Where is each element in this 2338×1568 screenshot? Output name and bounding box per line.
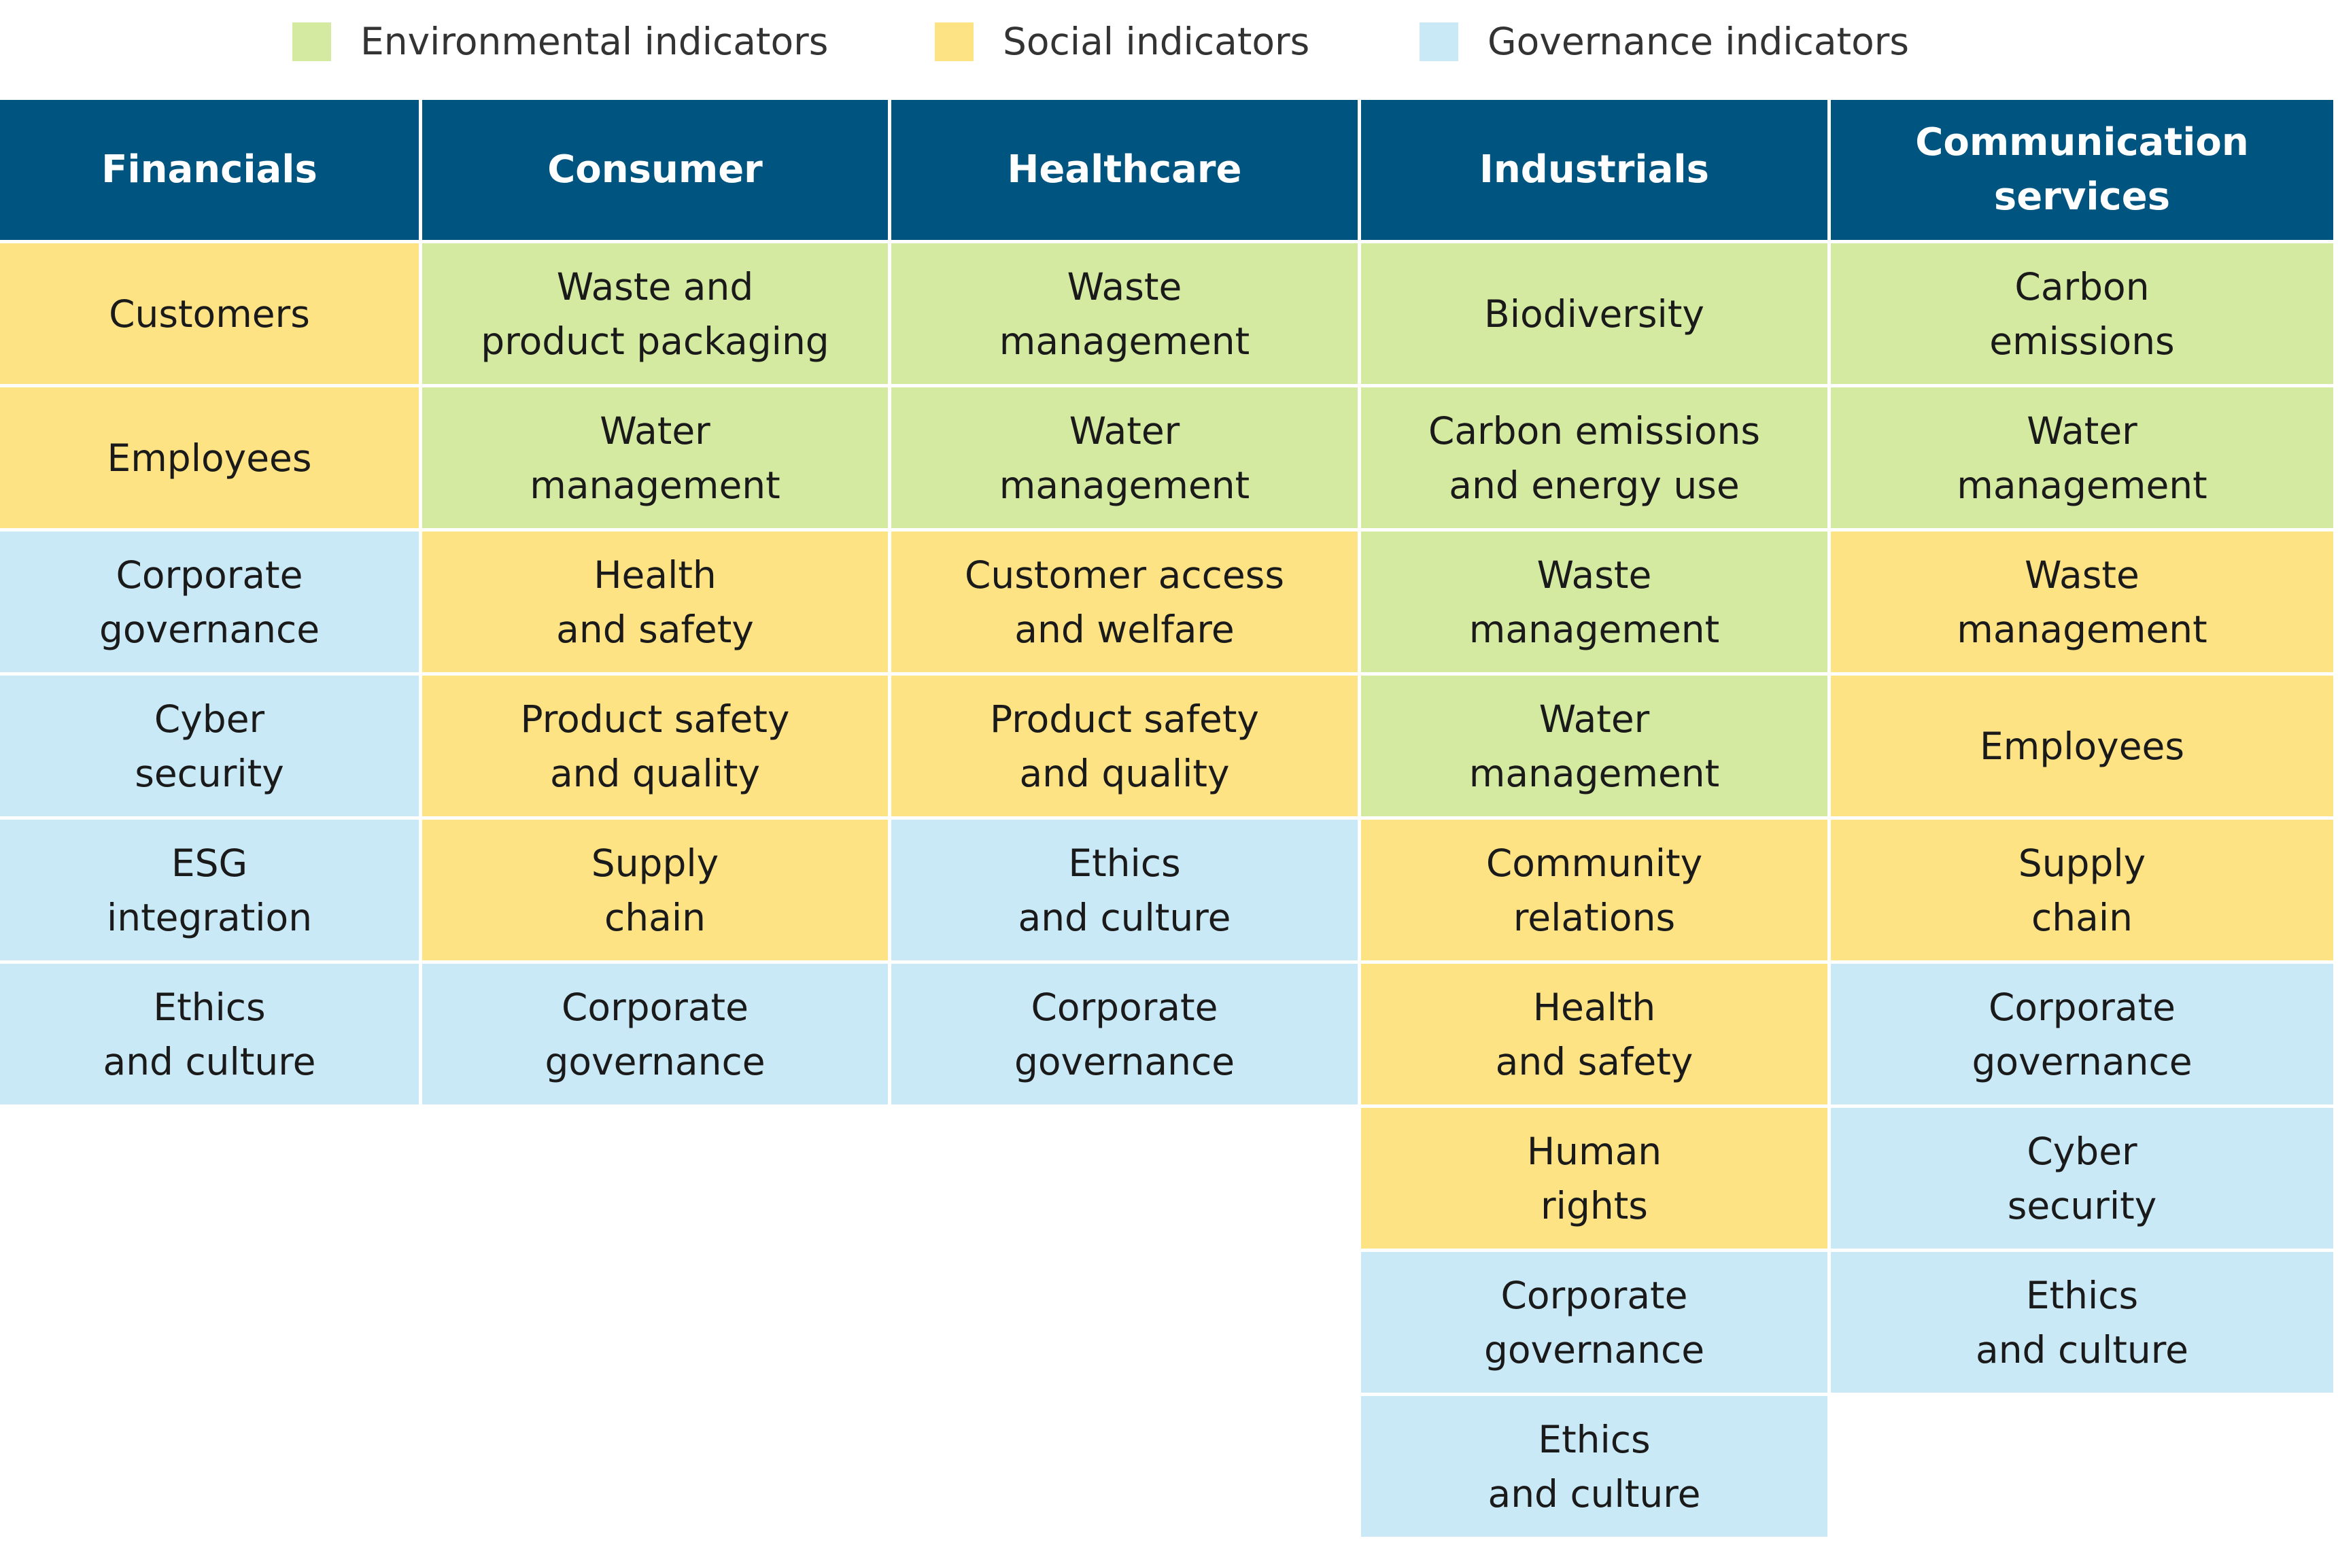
table-cell: Ethics and culture [891, 820, 1358, 960]
table-cell: Health and safety [422, 532, 888, 672]
legend-swatch [935, 22, 974, 61]
column-header: Industrials [1361, 100, 1827, 240]
table-cell: Waste management [1361, 532, 1827, 672]
table-cell: Community relations [1361, 820, 1827, 960]
table-cell: Customers [0, 243, 419, 384]
table-cell: Corporate governance [422, 964, 888, 1104]
table-cell: Water management [1361, 676, 1827, 816]
table-cell: ESG integration [0, 820, 419, 960]
table-cell: Water management [891, 387, 1358, 528]
table-cell: Product safety and quality [422, 676, 888, 816]
table-cell: Supply chain [1831, 820, 2333, 960]
table-cell: Water management [422, 387, 888, 528]
table-cell: Health and safety [1361, 964, 1827, 1104]
table-cell: Corporate governance [1361, 1252, 1827, 1393]
legend-swatch [292, 22, 331, 61]
table-cell: Employees [1831, 676, 2333, 816]
table-cell: Waste and product packaging [422, 243, 888, 384]
table-cell: Waste management [1831, 532, 2333, 672]
table-cell: Water management [1831, 387, 2333, 528]
table-cell: Carbon emissions [1831, 243, 2333, 384]
table-cell: Ethics and culture [1831, 1252, 2333, 1393]
column-header: Healthcare [891, 100, 1358, 240]
table-cell: Corporate governance [0, 532, 419, 672]
table-cell: Ethics and culture [0, 964, 419, 1104]
table-cell: Product safety and quality [891, 676, 1358, 816]
table-cell: Employees [0, 387, 419, 528]
table-cell: Biodiversity [1361, 243, 1827, 384]
column-header: Financials [0, 100, 419, 240]
legend-label: Environmental indicators [360, 20, 829, 63]
legend-label: Governance indicators [1488, 20, 1910, 63]
table-cell: Customer access and welfare [891, 532, 1358, 672]
legend-label: Social indicators [1003, 20, 1310, 63]
column-header: Consumer [422, 100, 888, 240]
column-header: Communication services [1831, 100, 2333, 240]
table-cell: Cyber security [0, 676, 419, 816]
table-cell: Waste management [891, 243, 1358, 384]
table-cell: Cyber security [1831, 1108, 2333, 1249]
table-cell: Human rights [1361, 1108, 1827, 1249]
table-cell: Corporate governance [891, 964, 1358, 1104]
table-cell: Ethics and culture [1361, 1396, 1827, 1537]
legend-swatch [1420, 22, 1458, 61]
table-cell: Corporate governance [1831, 964, 2333, 1104]
table-cell: Carbon emissions and energy use [1361, 387, 1827, 528]
table-cell: Supply chain [422, 820, 888, 960]
